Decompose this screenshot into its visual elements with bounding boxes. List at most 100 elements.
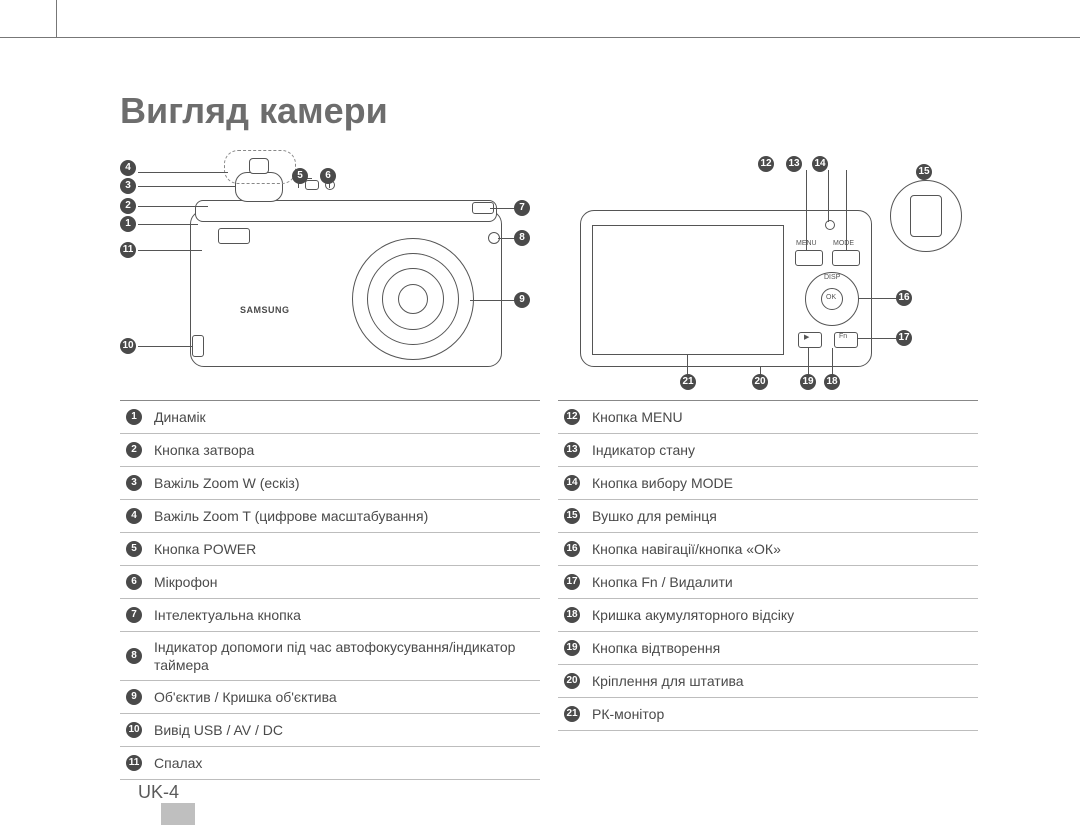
part-number: 5 [120,541,148,557]
leader [138,172,228,173]
callout-2: 2 [120,198,136,214]
part-label: Кнопка навігації/кнопка «ОК» [586,536,978,562]
part-number: 11 [120,755,148,771]
table-row: 9 Об'єктив / Кришка об'єктива [120,681,540,714]
leader [138,250,202,251]
table-row: 10 Вивід USB / AV / DC [120,714,540,747]
table-row: 21 РК-монітор [558,698,978,731]
table-row: 8 Індикатор допомоги під час автофокусув… [120,632,540,681]
flash-window [218,228,250,244]
callout-13: 13 [786,156,802,172]
callout-11: 11 [120,242,136,258]
nav-ok-label: OK [826,294,836,301]
part-number: 12 [558,409,586,425]
leader [138,346,192,347]
play-button [798,332,822,348]
menu-button [795,250,823,266]
power-button [305,180,319,190]
part-label: Кріплення для штатива [586,668,978,694]
camera-back-diagram: MENU MODE DISP OK ▶ Fn 12 13 14 15 16 1 [560,150,980,390]
table-row: 1 Динамік [120,401,540,434]
page-number-wrap: UK-4 [138,782,179,803]
mode-button [832,250,860,266]
leader [138,206,208,207]
part-label: Спалах [148,750,540,776]
callout-16: 16 [896,290,912,306]
table-row: 12 Кнопка MENU [558,401,978,434]
part-number: 1 [120,409,148,425]
part-number: 20 [558,673,586,689]
leader [858,298,898,299]
part-number: 16 [558,541,586,557]
part-label: РК-монітор [586,701,978,727]
table-row: 17 Кнопка Fn / Видалити [558,566,978,599]
table-row: 4 Важіль Zoom T (цифрове масштабування) [120,500,540,533]
callout-5: 5 [292,168,308,184]
usb-port [192,335,204,357]
part-number: 21 [558,706,586,722]
status-led [825,220,835,230]
callout-10: 10 [120,338,136,354]
table-row: 2 Кнопка затвора [120,434,540,467]
part-label: Індикатор стану [586,437,978,463]
table-row: 15 Вушко для ремінця [558,500,978,533]
camera-front-diagram: SAMSUNG 1 2 3 4 5 6 7 8 9 10 11 [120,150,530,390]
crop-mark-horizontal [0,37,1080,38]
manual-page: Вигляд камери SAMSUNG [0,0,1080,835]
crop-mark-vertical [56,0,57,38]
camera-top-plate [195,200,497,222]
part-number: 17 [558,574,586,590]
play-label: ▶ [804,333,809,341]
leader [828,170,829,222]
part-number: 2 [120,442,148,458]
page-index-tab [161,803,195,825]
mode-label: MODE [833,240,854,247]
table-row: 7 Інтелектуальна кнопка [120,599,540,632]
part-label: Важіль Zoom W (ескіз) [148,470,540,496]
fn-label: Fn [839,333,847,340]
part-label: Вушко для ремінця [586,503,978,529]
part-number: 7 [120,607,148,623]
part-number: 13 [558,442,586,458]
callout-4: 4 [120,160,136,176]
part-number: 10 [120,722,148,738]
part-label: Важіль Zoom T (цифрове масштабування) [148,503,540,529]
callout-3: 3 [120,178,136,194]
callout-7: 7 [514,200,530,216]
part-label: Кнопка відтворення [586,635,978,661]
part-number: 15 [558,508,586,524]
table-row: 11 Спалах [120,747,540,780]
table-row: 5 Кнопка POWER [120,533,540,566]
table-row: 18 Кришка акумуляторного відсіку [558,599,978,632]
part-label: Кнопка Fn / Видалити [586,569,978,595]
part-label: Кришка акумуляторного відсіку [586,602,978,628]
nav-up-label: DISP [824,274,840,281]
part-label: Інтелектуальна кнопка [148,602,540,628]
part-number: 18 [558,607,586,623]
callout-18: 18 [824,374,840,390]
table-row: 19 Кнопка відтворення [558,632,978,665]
part-label: Кнопка затвора [148,437,540,463]
part-label: Кнопка MENU [586,404,978,430]
callout-17: 17 [896,330,912,346]
part-number: 3 [120,475,148,491]
lcd-screen [592,225,784,355]
page-number: UK-4 [138,782,179,802]
leader [470,300,520,301]
callout-14: 14 [812,156,828,172]
table-row: 20 Кріплення для штатива [558,665,978,698]
parts-table-right: 12 Кнопка MENU 13 Індикатор стану 14 Кно… [558,400,978,731]
table-row: 3 Важіль Zoom W (ескіз) [120,467,540,500]
leader [806,170,807,250]
lens-center [398,284,428,314]
callout-6: 6 [320,168,336,184]
zoom-ring-guide [224,150,296,184]
callout-9: 9 [514,292,530,308]
table-row: 16 Кнопка навігації/кнопка «ОК» [558,533,978,566]
leader [138,224,198,225]
part-label: Індикатор допомоги під час автофокусуван… [148,634,540,678]
part-number: 6 [120,574,148,590]
part-number: 9 [120,689,148,705]
callout-1: 1 [120,216,136,232]
part-number: 14 [558,475,586,491]
